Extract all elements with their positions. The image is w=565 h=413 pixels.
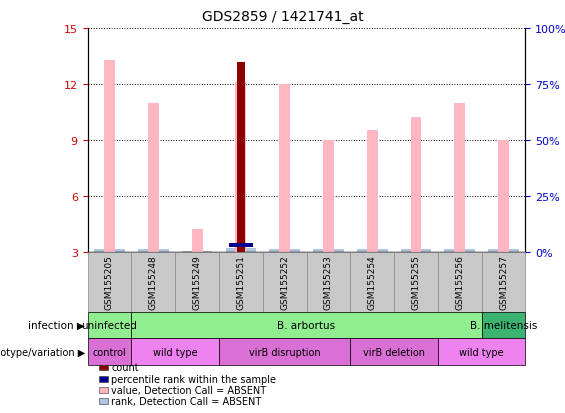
Text: GSM155205: GSM155205	[105, 254, 114, 309]
Text: control: control	[93, 347, 127, 357]
Text: GDS2859 / 1421741_at: GDS2859 / 1421741_at	[202, 10, 363, 24]
Bar	[323, 140, 334, 252]
Bar	[357, 249, 388, 252]
Text: GSM155254: GSM155254	[368, 254, 377, 309]
Bar	[104, 60, 115, 252]
Bar	[225, 248, 256, 252]
Text: wild type: wild type	[459, 347, 504, 357]
Text: GSM155251: GSM155251	[236, 254, 245, 309]
Bar	[445, 249, 475, 252]
Text: virB disruption: virB disruption	[249, 347, 320, 357]
Bar	[148, 103, 159, 252]
Text: GSM155253: GSM155253	[324, 254, 333, 309]
Bar	[367, 131, 377, 252]
Text: percentile rank within the sample: percentile rank within the sample	[111, 374, 276, 384]
Text: rank, Detection Call = ABSENT: rank, Detection Call = ABSENT	[111, 396, 262, 406]
Bar	[229, 243, 253, 247]
Bar	[411, 118, 421, 252]
Text: GSM155249: GSM155249	[193, 254, 202, 309]
Text: B. arbortus: B. arbortus	[277, 320, 336, 330]
Text: uninfected: uninfected	[81, 320, 137, 330]
Text: infection ▶: infection ▶	[28, 320, 85, 330]
Text: wild type: wild type	[153, 347, 197, 357]
Bar	[454, 103, 465, 252]
Bar	[279, 85, 290, 252]
Bar	[270, 249, 300, 252]
Text: GSM155256: GSM155256	[455, 254, 464, 309]
Bar	[236, 83, 246, 252]
Text: genotype/variation ▶: genotype/variation ▶	[0, 347, 85, 357]
Text: GSM155255: GSM155255	[411, 254, 420, 309]
Bar	[182, 251, 212, 252]
Text: GSM155248: GSM155248	[149, 254, 158, 309]
Bar	[237, 62, 245, 252]
Bar	[313, 249, 344, 252]
Text: GSM155252: GSM155252	[280, 254, 289, 309]
Text: count: count	[111, 363, 139, 373]
Text: GSM155257: GSM155257	[499, 254, 508, 309]
Bar	[138, 249, 168, 252]
Bar	[401, 249, 431, 252]
Bar	[488, 249, 519, 252]
Bar	[498, 140, 509, 252]
Text: virB deletion: virB deletion	[363, 347, 425, 357]
Text: B. melitensis: B. melitensis	[470, 320, 537, 330]
Bar	[94, 249, 125, 252]
Bar	[192, 230, 202, 252]
Text: value, Detection Call = ABSENT: value, Detection Call = ABSENT	[111, 385, 267, 395]
